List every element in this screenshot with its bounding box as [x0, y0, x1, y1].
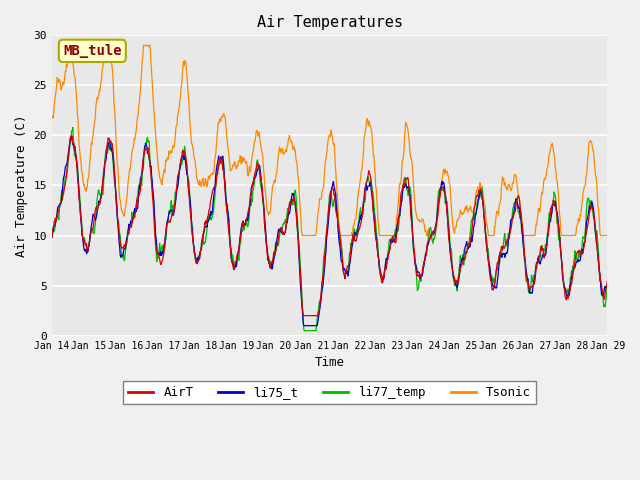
- X-axis label: Time: Time: [315, 356, 345, 369]
- Title: Air Temperatures: Air Temperatures: [257, 15, 403, 30]
- Legend: AirT, li75_t, li77_temp, Tsonic: AirT, li75_t, li77_temp, Tsonic: [124, 382, 536, 405]
- Y-axis label: Air Temperature (C): Air Temperature (C): [15, 114, 28, 257]
- Text: MB_tule: MB_tule: [63, 44, 122, 58]
